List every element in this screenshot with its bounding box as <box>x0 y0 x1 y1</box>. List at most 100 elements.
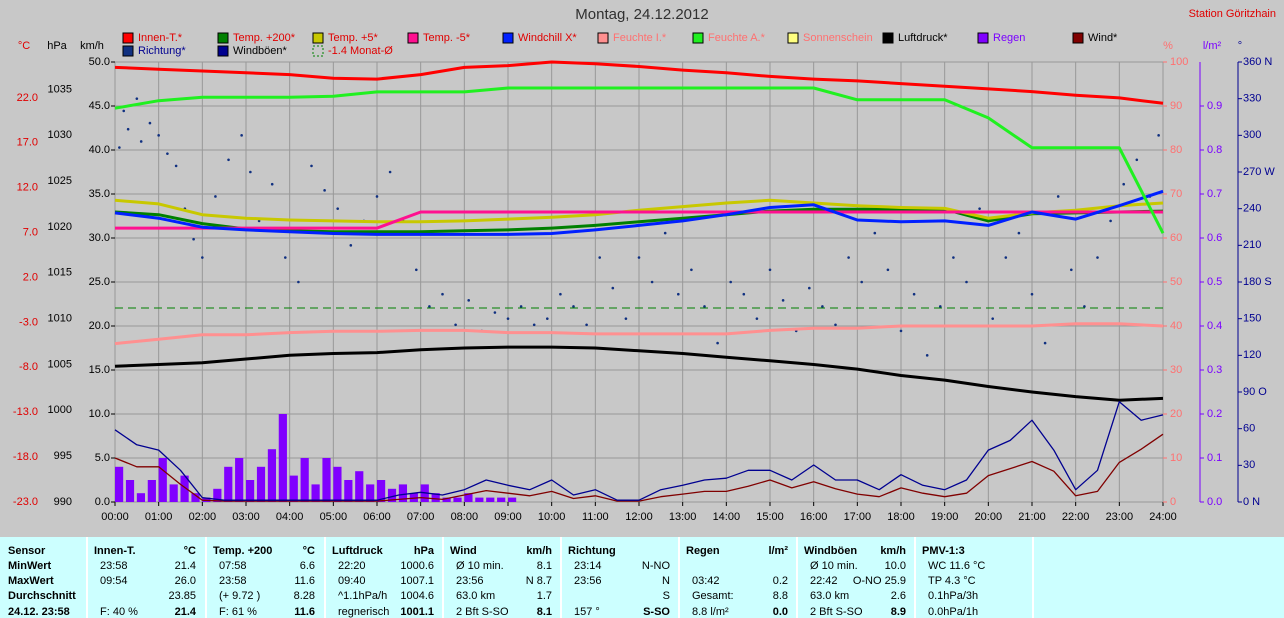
cell-label: 23:56 <box>574 575 602 587</box>
direction-dot <box>546 317 549 320</box>
y-tick-label: 0.5 <box>1207 276 1222 288</box>
direction-dot <box>952 256 955 259</box>
direction-dot <box>742 292 746 296</box>
y-tick-label: 10 <box>1170 452 1182 464</box>
direction-dot <box>585 323 588 327</box>
direction-dot <box>729 280 732 284</box>
rain-bar <box>387 488 397 502</box>
x-tick-label: 06:00 <box>363 511 391 523</box>
y-tick-label: 50 <box>1170 276 1182 288</box>
column-title: Regen <box>686 545 720 557</box>
series-line <box>114 198 1164 224</box>
cell-label: 23:14 <box>574 560 602 572</box>
y-tick-label: 70 <box>1170 188 1182 200</box>
column-separator <box>678 537 680 618</box>
cell-value: 0.2 <box>772 575 788 587</box>
cell-value: 21.4 <box>174 560 196 572</box>
rain-bar <box>398 484 408 502</box>
direction-dot <box>493 311 497 314</box>
direction-dot <box>663 231 667 235</box>
rain-bar <box>224 466 233 502</box>
direction-dot <box>297 280 300 284</box>
direction-dot <box>637 256 641 259</box>
cell-value: 2.6 <box>890 590 906 602</box>
column-unit: km/h <box>880 545 906 557</box>
direction-dot <box>690 268 693 272</box>
cell-value: 1004.6 <box>400 590 434 602</box>
y-tick-label: 240 <box>1243 203 1261 215</box>
direction-dot <box>860 280 863 284</box>
direction-dot <box>912 292 916 296</box>
x-tick-label: 20:00 <box>975 511 1003 523</box>
y-tick-label: 0.2 <box>1207 408 1222 420</box>
y-tick-label: 1025 <box>48 175 72 187</box>
rain-bar <box>453 497 462 502</box>
cell-value: 8.9 <box>890 606 906 618</box>
direction-dot <box>808 286 811 290</box>
legend-label: Windchill X* <box>518 32 577 44</box>
rain-bar <box>289 475 298 502</box>
direction-dot <box>1122 182 1125 186</box>
y-tick-label: 90 <box>1170 100 1182 112</box>
x-tick-label: 18:00 <box>887 511 915 523</box>
direction-dot <box>1109 219 1112 223</box>
legend-label: -1.4 Monat-Ø <box>328 45 393 57</box>
x-tick-label: 13:00 <box>669 511 697 523</box>
legend-label: Sonnenschein <box>803 32 873 44</box>
cell-value: O-NO 25.9 <box>852 575 906 587</box>
cell-label: 0.0hPa/1h <box>928 606 979 618</box>
stats-table: Sensor MinWert MaxWert Durchschnitt 24.12. 2… <box>0 537 1284 618</box>
x-tick-label: 23:00 <box>1106 511 1134 523</box>
direction-dot <box>755 317 759 320</box>
y-tick-label: 30.0 <box>89 232 110 244</box>
legend-swatch <box>692 32 704 44</box>
direction-dot <box>201 256 204 259</box>
column-separator <box>442 537 444 618</box>
cell-value: 6.6 <box>299 560 315 572</box>
rain-bar <box>431 493 440 502</box>
y-tick-label: -18.0 <box>13 451 38 463</box>
x-tick-label: 11:00 <box>582 511 609 523</box>
direction-dot <box>677 292 680 296</box>
y-tick-label: 990 <box>54 496 72 508</box>
legend-swatch <box>217 45 229 57</box>
legend-swatch <box>312 32 324 44</box>
direction-dot <box>716 341 719 345</box>
y-tick-label: 0.9 <box>1207 100 1222 112</box>
column-separator <box>914 537 916 618</box>
y-tick-label: 30 <box>1243 459 1255 471</box>
rain-bar <box>344 480 353 502</box>
legend-label: Wind* <box>1088 32 1118 44</box>
direction-dot <box>467 299 471 302</box>
y-tick-label: 5.0 <box>95 452 110 464</box>
column-separator <box>796 537 798 618</box>
rain-bar <box>136 493 146 502</box>
direction-dot <box>1004 256 1008 259</box>
row-label: 24.12. 23:58 <box>8 606 70 618</box>
direction-dot <box>1070 268 1073 272</box>
direction-dot <box>375 195 379 198</box>
cell-label: 63.0 km <box>810 590 850 602</box>
rain-bar <box>355 471 364 502</box>
rain-bar <box>322 458 331 502</box>
x-tick-label: 17:00 <box>844 511 872 523</box>
cell-label: 23:58 <box>219 575 247 587</box>
direction-dot <box>1135 158 1139 162</box>
direction-dot <box>532 323 536 327</box>
column-title: PMV-1:3 <box>922 545 965 557</box>
cell-value: 8.8 <box>772 590 788 602</box>
direction-dot <box>1157 134 1160 137</box>
cell-value: 11.6 <box>294 606 315 618</box>
cell-value: N-NO <box>641 560 670 572</box>
column-title: Temp. +200 <box>213 545 273 557</box>
x-tick-label: 03:00 <box>232 511 260 523</box>
direction-dot <box>284 256 287 259</box>
chart-title: Montag, 24.12.2012 <box>575 6 708 23</box>
x-tick-label: 09:00 <box>494 511 522 523</box>
y-tick-label: 1005 <box>48 358 72 370</box>
direction-dot <box>227 158 230 162</box>
y-tick-label: 1000 <box>48 404 72 416</box>
cell-value: 1001.1 <box>400 606 434 618</box>
rain-bar <box>464 493 473 502</box>
